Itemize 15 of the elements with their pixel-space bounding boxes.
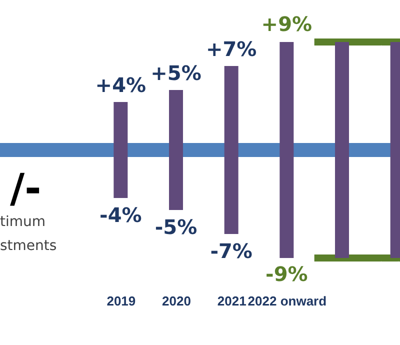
data-label: +7% bbox=[206, 37, 257, 61]
x-tick-label: 2019 bbox=[106, 294, 136, 308]
data-label: -4% bbox=[100, 203, 142, 227]
ref-line-label: -9% bbox=[266, 262, 308, 286]
x-tick-label: 2020 bbox=[162, 294, 191, 308]
text: stments bbox=[0, 238, 57, 254]
data-label: +4% bbox=[95, 73, 146, 97]
data-label: +5% bbox=[150, 61, 202, 85]
data-label: -7% bbox=[210, 239, 252, 263]
text: timum bbox=[0, 214, 46, 230]
x-tick-label: 2021 bbox=[217, 294, 246, 308]
text: /- bbox=[10, 166, 42, 212]
ref-line-label: +9% bbox=[261, 12, 312, 36]
data-label: -5% bbox=[154, 215, 198, 239]
x-tick-label: 2022 onward bbox=[248, 294, 327, 308]
